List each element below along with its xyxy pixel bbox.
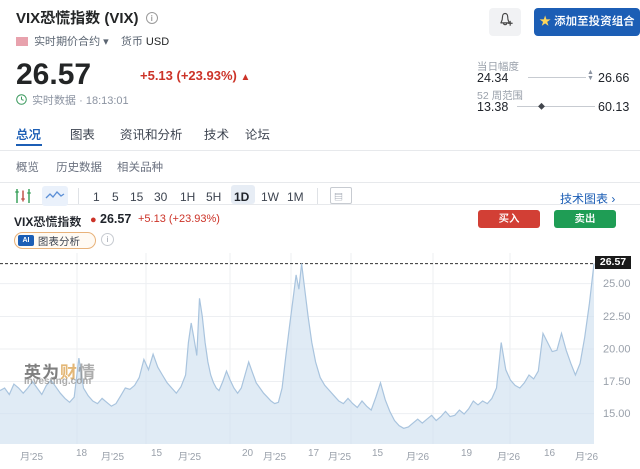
svg-text:20.00: 20.00 (603, 344, 631, 356)
svg-text:22.50: 22.50 (603, 311, 631, 323)
svg-text:25.00: 25.00 (603, 278, 631, 290)
svg-text:15.00: 15.00 (603, 408, 631, 420)
svg-text:17.50: 17.50 (603, 376, 631, 388)
